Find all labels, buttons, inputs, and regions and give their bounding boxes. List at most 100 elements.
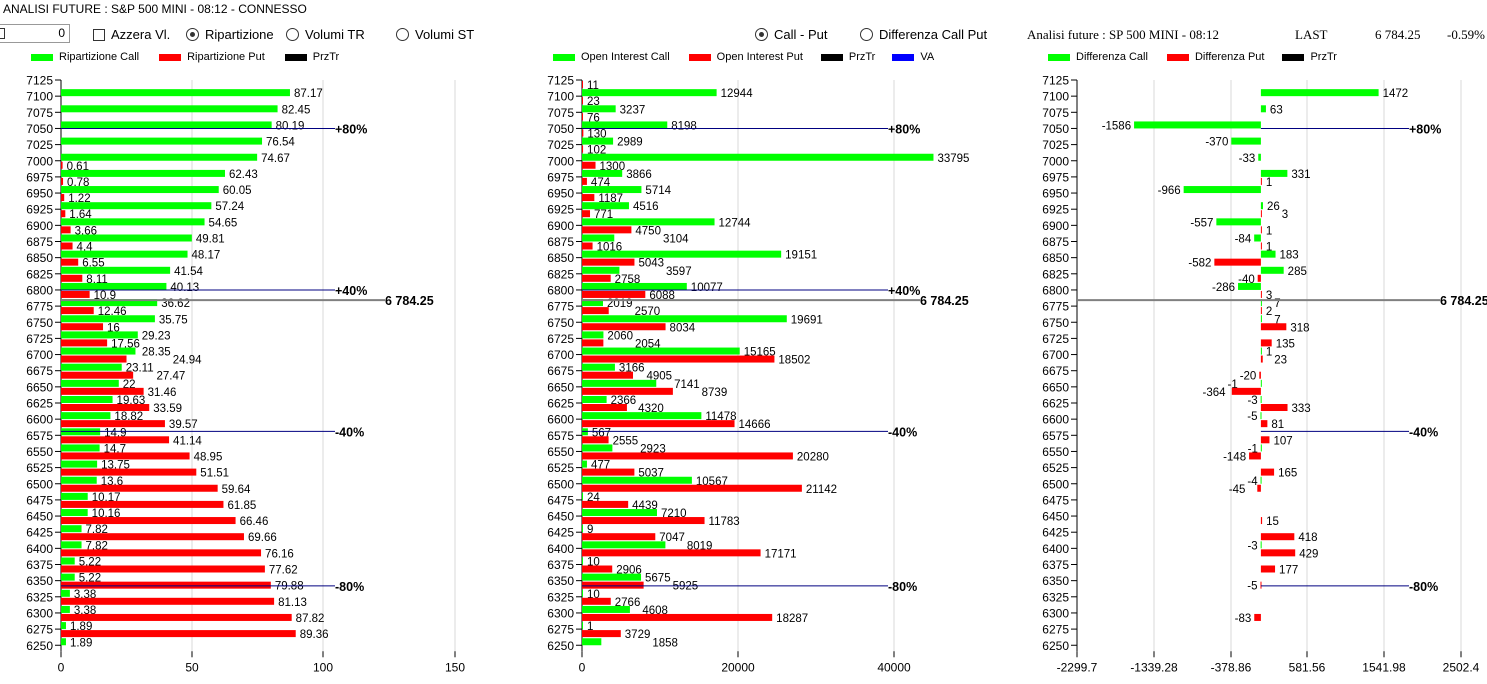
y-tick-label: 7125 [26,74,53,88]
put-bar-label: 81 [1271,419,1284,431]
put-bar [1259,371,1261,379]
put-bar [61,533,244,541]
call-bar [61,315,155,323]
call-bar [61,282,167,290]
y-tick-label: 6775 [1042,300,1069,314]
y-tick-label: 7025 [1042,138,1069,152]
number-input[interactable]: 0 [0,24,70,43]
call-bar-label: 4516 [633,201,659,213]
y-tick-label: 7100 [547,90,574,104]
checkbox-left-edge[interactable] [0,28,5,39]
x-tick-label: 2502.4 [1443,660,1480,674]
radio-volumi-tr[interactable]: Volumi TR [286,27,365,42]
put-bar [582,468,635,476]
put-bar [1249,452,1261,460]
put-bar-label: 7047 [659,532,685,544]
y-tick-label: 6775 [26,300,53,314]
legend-label: PrzTr [848,51,876,63]
call-bar [1260,476,1262,484]
call-bar [61,121,272,129]
put-bar-label: 3 [1282,209,1288,221]
put-bar-label: 76.16 [265,548,294,560]
call-bar-label: 87.17 [294,88,323,100]
call-bar [1260,266,1284,274]
radio-selected-icon[interactable] [186,28,199,41]
call-bar-label: 1472 [1383,88,1409,100]
put-bar-label: 165 [1278,468,1297,480]
call-bar-label: -4 [1247,476,1258,488]
y-tick-label: 6900 [1042,219,1069,233]
call-bar [582,460,587,468]
call-bar-label: -370 [1205,137,1228,149]
radio-call-put[interactable]: Call - Put [755,27,827,42]
call-bar [582,250,782,258]
put-bar [1260,290,1262,298]
call-bar [61,638,66,646]
radio-differenza-call-put[interactable]: Differenza Call Put [860,27,987,42]
put-bar-label: 318 [1290,322,1309,334]
call-bar [1260,299,1262,307]
y-tick-label: 6650 [547,380,574,394]
put-bar [1260,468,1275,476]
put-bar-label: 17.56 [111,338,140,350]
checkbox-icon[interactable] [93,28,105,41]
radio-label: Volumi TR [305,27,365,42]
y-tick-label: 6850 [26,251,53,265]
put-bar-label: 0.78 [67,177,89,189]
put-bar-label: 333 [1292,403,1311,415]
y-tick-label: 6975 [1042,170,1069,184]
legend-swatch-przt [820,53,843,61]
put-bar [1231,387,1261,395]
azzera-checkbox[interactable]: Azzera Vl. [93,27,170,42]
call-bar [61,363,122,371]
y-tick-label: 6950 [547,187,574,201]
radio-ripartizione[interactable]: Ripartizione [186,27,274,42]
y-tick-label: 6700 [26,348,53,362]
call-bar [582,573,642,581]
y-tick-label: 6425 [26,526,53,540]
call-bar [582,379,657,387]
radio-icon[interactable] [396,28,409,41]
y-tick-label: 7100 [1042,90,1069,104]
call-bar [582,476,692,484]
x-tick-label: -378.86 [1211,660,1252,674]
put-bar [1260,436,1270,444]
put-bar [1260,177,1262,185]
call-bar [61,105,278,113]
level-label: +40% [888,284,920,298]
call-bar [582,509,657,517]
y-tick-label: 7000 [547,154,574,168]
radio-label: Call - Put [774,27,828,42]
y-tick-label: 6675 [547,364,574,378]
call-bar [582,622,583,630]
call-bar-label: 63 [1270,104,1283,116]
put-bar-label: 79.88 [275,581,304,593]
put-bar [582,81,583,88]
radio-selected-icon[interactable] [755,28,768,41]
y-tick-label: 6625 [1042,397,1069,411]
price-label: 6 784.25 [920,294,969,308]
put-bar-label: 418 [1298,532,1317,544]
call-bar-label: 5675 [645,573,671,585]
call-bar [1260,315,1262,323]
call-bar [1254,234,1261,242]
call-bar [61,331,138,339]
y-tick-label: 6600 [547,413,574,427]
put-bar [61,274,83,282]
legend-swatch-call [553,53,575,61]
put-bar-label: 24.94 [173,355,202,367]
put-bar-label: 3.66 [75,225,97,237]
put-bar [1260,242,1262,250]
window-title: ANALISI FUTURE : S&P 500 MINI - 08:12 - … [3,2,307,16]
put-bar-label: 61.85 [227,500,256,512]
y-tick-label: 6650 [26,380,53,394]
radio-icon[interactable] [286,28,299,41]
y-tick-label: 6425 [1042,526,1069,540]
radio-volumi-st[interactable]: Volumi ST [396,27,474,42]
y-tick-label: 7050 [1042,122,1069,136]
radio-icon[interactable] [860,28,873,41]
put-bar [1260,307,1262,315]
call-bar-label: 54.65 [209,217,238,229]
put-bar-label: 771 [594,209,613,221]
